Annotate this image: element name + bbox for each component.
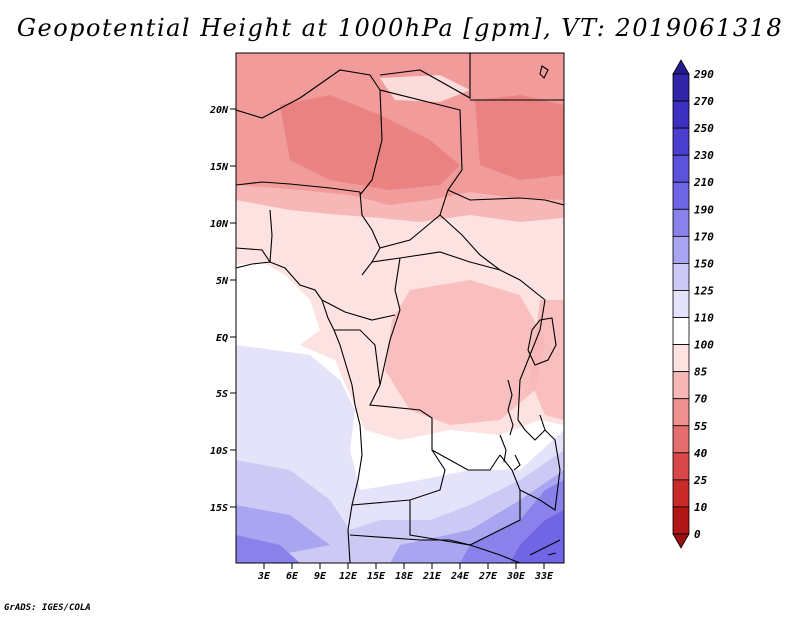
lon-label: 33E xyxy=(534,571,554,582)
colorbar-swatch xyxy=(672,235,690,264)
colorbar-level-label: 230 xyxy=(693,149,714,162)
colorbar-swatch xyxy=(672,73,690,102)
colorbar-swatch xyxy=(672,154,690,183)
footer-credit: GrADS: IGES/COLA xyxy=(4,603,91,613)
colorbar-level-label: 150 xyxy=(694,257,714,270)
colorbar-bottom-arrow xyxy=(672,533,690,549)
colorbar-swatch xyxy=(672,479,690,508)
colorbar-level-label: 170 xyxy=(694,230,714,243)
colorbar-swatch xyxy=(672,425,690,454)
lat-label: 20N xyxy=(209,105,229,116)
colorbar-swatch xyxy=(672,100,690,129)
colorbar-swatch xyxy=(672,398,690,427)
colorbar-level-label: 10 xyxy=(694,501,708,514)
colorbar-level-label: 55 xyxy=(694,420,708,433)
lat-label: 10S xyxy=(210,446,228,457)
colorbar-level-label: 290 xyxy=(693,68,714,81)
colorbar: 2902702502302101901701501251101008570554… xyxy=(672,59,714,549)
colorbar-level-label: 25 xyxy=(693,474,708,487)
colorbar-swatch xyxy=(672,452,690,481)
colorbar-level-label: 70 xyxy=(694,393,708,406)
lon-label: 30E xyxy=(506,571,526,582)
lat-label: 15S xyxy=(210,503,228,514)
colorbar-level-label: 100 xyxy=(694,339,714,352)
colorbar-level-label: 40 xyxy=(694,447,708,460)
lat-label: 5S xyxy=(216,389,228,400)
colorbar-swatch xyxy=(672,506,690,535)
lon-label: 9E xyxy=(314,571,327,582)
colorbar-level-label: 270 xyxy=(693,95,714,108)
colorbar-swatch xyxy=(672,181,690,210)
lon-label: 27E xyxy=(478,571,498,582)
longitude-axis: 3E 6E 9E 12E 15E 18E 21E 24E 27E 30E 33E xyxy=(257,563,554,582)
lat-label: 15N xyxy=(210,162,229,173)
latitude-axis: 20N 15N 10N 5N EQ 5S 10S 15S xyxy=(209,105,236,514)
lat-label: 5N xyxy=(216,276,229,287)
colorbar-swatch xyxy=(672,317,690,345)
colorbar-level-label: 85 xyxy=(694,366,708,379)
lon-label: 12E xyxy=(339,571,358,582)
colorbar-level-label: 210 xyxy=(693,176,714,189)
colorbar-level-label: 110 xyxy=(694,312,714,325)
lon-label: 21E xyxy=(422,571,442,582)
colorbar-level-label: 250 xyxy=(693,122,714,135)
colorbar-level-label: 125 xyxy=(694,284,714,297)
country-borders xyxy=(236,53,564,563)
colorbar-swatch xyxy=(672,208,690,237)
colorbar-top-arrow xyxy=(672,59,690,75)
colorbar-swatch xyxy=(672,344,690,373)
chart-title: Geopotential Height at 1000hPa [gpm], VT… xyxy=(16,14,784,42)
lat-label: 10N xyxy=(210,219,229,230)
lon-label: 6E xyxy=(286,571,299,582)
colorbar-level-label: 190 xyxy=(694,203,714,216)
lon-label: 24E xyxy=(450,571,470,582)
colorbar-swatch xyxy=(672,263,690,291)
colorbar-swatch xyxy=(672,371,690,400)
map-frame xyxy=(235,52,565,564)
lon-label: 18E xyxy=(395,571,414,582)
lon-label: 3E xyxy=(257,571,271,582)
lat-label: EQ xyxy=(216,333,228,344)
colorbar-swatch xyxy=(672,290,690,318)
colorbar-level-label: 0 xyxy=(694,528,701,541)
colorbar-swatch xyxy=(672,127,690,156)
lon-label: 15E xyxy=(367,571,386,582)
